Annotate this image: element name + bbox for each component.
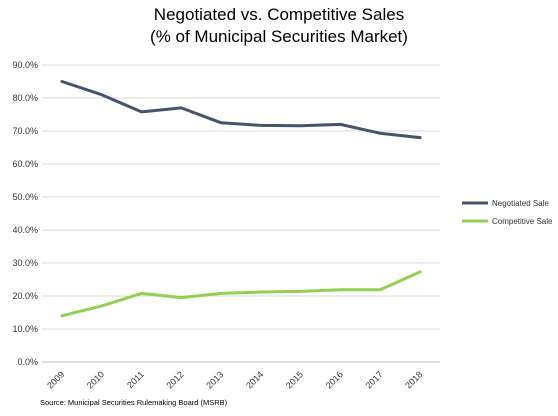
x-axis: 2009 2010 2011 2012 2013 2014 2015 2016 2017 2018 (45, 369, 424, 390)
x-tick-label: 2017 (363, 369, 384, 390)
x-tick-label: 2014 (244, 369, 265, 390)
y-tick-label: 60.0% (12, 159, 38, 169)
y-tick-label: 0.0% (17, 357, 38, 367)
series-lines (60, 80, 422, 318)
y-tick-label: 50.0% (12, 192, 38, 202)
y-tick-label: 70.0% (12, 126, 38, 136)
x-tick-label: 2010 (85, 369, 106, 390)
legend: Negotiated Sale Competitive Sale (462, 199, 553, 226)
y-tick-label: 10.0% (12, 324, 38, 334)
y-tick-label: 90.0% (12, 60, 38, 70)
chart-title-line-2: (% of Municipal Securities Market) (150, 27, 408, 46)
gridlines (42, 64, 440, 363)
x-tick-label: 2013 (204, 369, 225, 390)
source-note: Source: Municipal Securities Rulemaking … (40, 398, 228, 407)
y-tick-label: 30.0% (12, 258, 38, 268)
series-line-competitive (60, 270, 422, 318)
x-tick-label: 2018 (403, 369, 424, 390)
legend-label: Competitive Sale (492, 217, 553, 226)
x-tick-label: 2009 (45, 369, 66, 390)
x-tick-label: 2016 (324, 369, 345, 390)
y-axis: 0.0% 10.0% 20.0% 30.0% 40.0% 50.0% 60.0% 70.0% 8… (12, 60, 38, 367)
y-tick-label: 20.0% (12, 291, 38, 301)
chart-title-line-1: Negotiated vs. Competitive Sales (153, 5, 405, 24)
y-tick-label: 80.0% (12, 93, 38, 103)
chart-title: Negotiated vs. Competitive Sales (% of M… (0, 4, 558, 48)
series-line-negotiated (60, 80, 422, 140)
x-tick-label: 2012 (164, 369, 185, 390)
y-tick-label: 40.0% (12, 225, 38, 235)
x-tick-label: 2015 (284, 369, 305, 390)
legend-label: Negotiated Sale (492, 199, 549, 208)
x-tick-label: 2011 (125, 369, 146, 390)
